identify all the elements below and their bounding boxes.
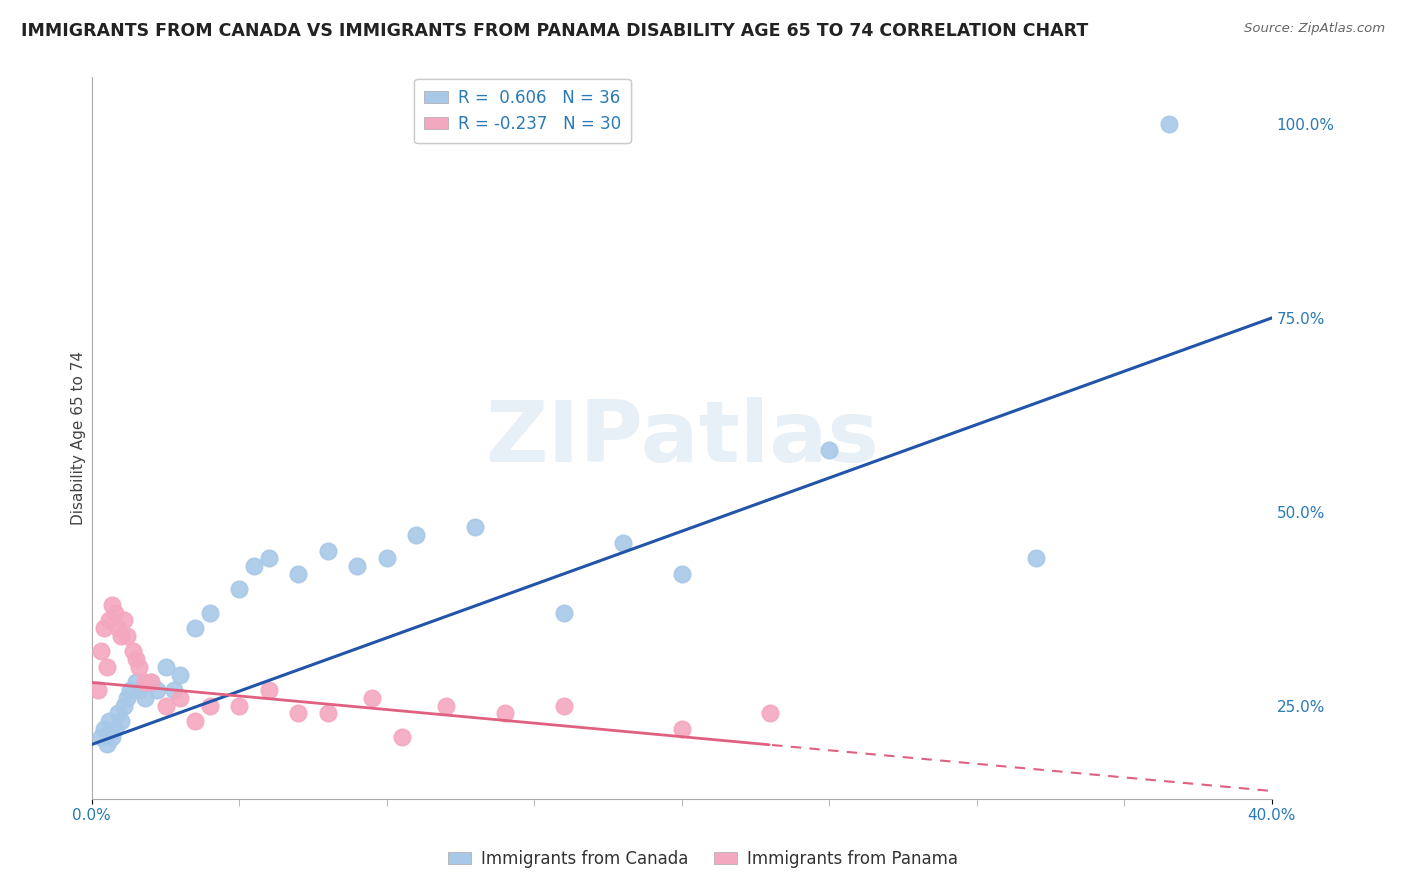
Point (90, 644, 112, 658)
Point (86, 683, 108, 698)
Point (553, 698, 575, 713)
Point (198, 606, 221, 620)
Point (134, 675, 156, 690)
Point (163, 683, 186, 698)
Point (155, 698, 177, 713)
Point (139, 675, 162, 690)
Point (98, 714, 121, 729)
Text: Source: ZipAtlas.com: Source: ZipAtlas.com (1244, 22, 1385, 36)
Text: IMMIGRANTS FROM CANADA VS IMMIGRANTS FROM PANAMA DISABILITY AGE 65 TO 74 CORRELA: IMMIGRANTS FROM CANADA VS IMMIGRANTS FRO… (21, 22, 1088, 40)
Point (104, 722, 127, 736)
Point (96, 738, 118, 752)
Point (104, 606, 127, 620)
Point (110, 714, 132, 729)
Point (1025, 551, 1047, 566)
Y-axis label: Disability Age 65 to 74: Disability Age 65 to 74 (72, 351, 86, 525)
Point (184, 621, 207, 635)
Point (128, 683, 150, 698)
Point (316, 706, 339, 721)
Point (494, 706, 516, 721)
Point (101, 598, 124, 612)
Point (169, 690, 191, 705)
Point (405, 528, 427, 542)
Point (612, 536, 634, 550)
Point (115, 690, 138, 705)
Point (112, 613, 135, 627)
Point (228, 698, 250, 713)
Point (122, 644, 145, 658)
Point (759, 706, 782, 721)
Point (316, 543, 339, 558)
Point (184, 714, 207, 729)
Point (361, 690, 384, 705)
Point (107, 706, 129, 721)
Point (169, 667, 191, 681)
Point (110, 629, 132, 643)
Point (198, 698, 221, 713)
Point (90, 730, 112, 744)
Point (120, 683, 142, 698)
Point (391, 730, 413, 744)
Point (98, 613, 121, 627)
Point (93, 621, 115, 635)
Point (155, 854, 177, 868)
Text: ZIPatlas: ZIPatlas (485, 397, 879, 480)
Point (257, 683, 280, 698)
Point (287, 566, 309, 581)
Point (145, 683, 167, 698)
Point (228, 582, 250, 597)
Point (287, 706, 309, 721)
Point (1157, 117, 1180, 131)
Point (139, 675, 162, 690)
Point (125, 652, 148, 666)
Point (243, 559, 266, 574)
Point (155, 660, 177, 674)
Point (112, 698, 135, 713)
Point (128, 660, 150, 674)
Point (464, 520, 486, 534)
Point (125, 675, 148, 690)
Point (107, 621, 129, 635)
Point (346, 559, 368, 574)
Legend: Immigrants from Canada, Immigrants from Panama: Immigrants from Canada, Immigrants from … (441, 844, 965, 875)
Point (671, 566, 693, 581)
Point (257, 551, 280, 566)
Point (115, 629, 138, 643)
Point (434, 698, 457, 713)
Point (553, 606, 575, 620)
Point (96, 660, 118, 674)
Point (134, 690, 156, 705)
Point (818, 442, 841, 457)
Point (671, 722, 693, 736)
Legend: R =  0.606   N = 36, R = -0.237   N = 30: R = 0.606 N = 36, R = -0.237 N = 30 (415, 78, 631, 143)
Point (101, 730, 124, 744)
Point (375, 551, 398, 566)
Point (93, 722, 115, 736)
